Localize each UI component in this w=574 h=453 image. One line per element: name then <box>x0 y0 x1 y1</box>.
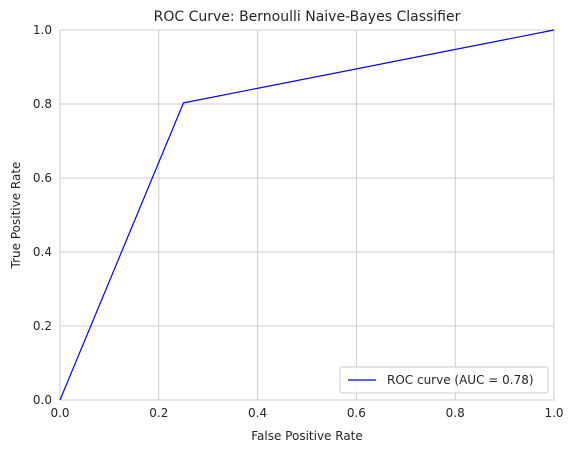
x-tick-label: 0.8 <box>446 406 465 420</box>
y-tick-label: 0.6 <box>33 171 52 185</box>
y-tick-label: 0.8 <box>33 97 52 111</box>
y-tick-labels: 0.0 0.2 0.4 0.6 0.8 1.0 <box>33 23 52 407</box>
y-tick-label: 0.4 <box>33 245 52 259</box>
chart-title: ROC Curve: Bernoulli Naive-Bayes Classif… <box>154 9 461 25</box>
x-axis-title: False Positive Rate <box>251 429 363 443</box>
x-tick-label: 0.2 <box>149 406 168 420</box>
legend-label: ROC curve (AUC = 0.78) <box>387 373 534 387</box>
y-axis-title: True Positive Rate <box>9 162 23 270</box>
y-tick-label: 1.0 <box>33 23 52 37</box>
series-group <box>59 29 555 401</box>
plot-area <box>59 29 555 401</box>
x-tick-labels: 0.0 0.2 0.4 0.6 0.8 1.0 <box>50 406 563 420</box>
y-tick-label: 0.0 <box>33 393 52 407</box>
x-tick-label: 0.4 <box>248 406 267 420</box>
x-tick-label: 1.0 <box>544 406 563 420</box>
y-tick-label: 0.2 <box>33 319 52 333</box>
x-tick-label: 0.0 <box>50 406 69 420</box>
grid <box>59 29 555 401</box>
legend-box <box>339 366 549 394</box>
legend: ROC curve (AUC = 0.78) <box>339 366 549 394</box>
roc-curve-line <box>59 29 555 401</box>
x-tick-label: 0.6 <box>347 406 366 420</box>
